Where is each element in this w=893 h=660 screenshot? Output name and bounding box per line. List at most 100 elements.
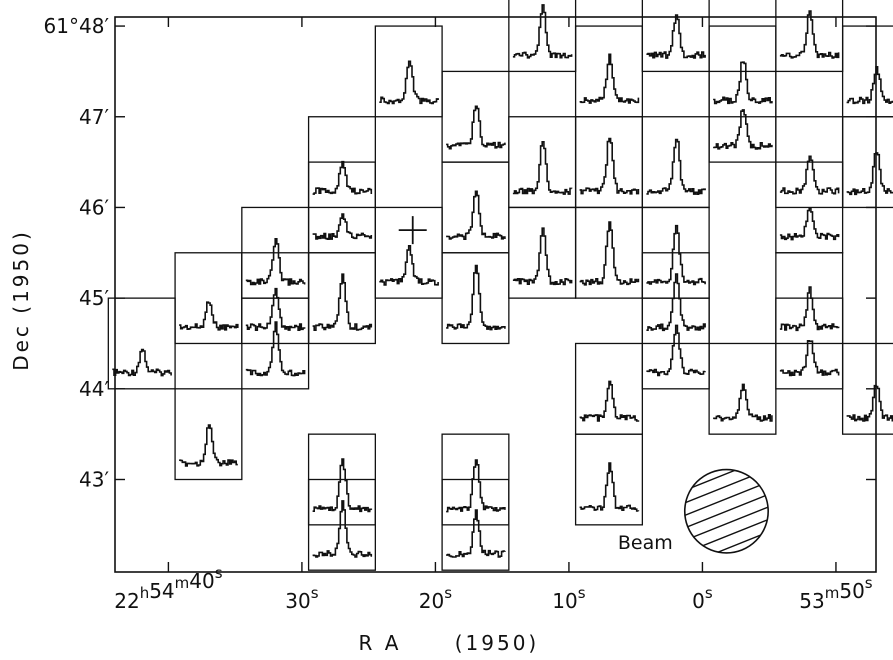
spectrum-line [512, 227, 573, 286]
spectrum-line [646, 224, 706, 286]
spectrum-line [579, 380, 640, 422]
tick-unit: h [140, 584, 150, 602]
y-tick-label: 47′ [79, 105, 109, 129]
spectrum-box [441, 70, 510, 163]
x-axis-epoch: (1950) [455, 631, 540, 655]
spectrum-cell [174, 388, 243, 481]
spectrum-cell [574, 116, 644, 209]
tick-unit: s [705, 584, 713, 602]
spectrum-cell [708, 342, 777, 435]
y-tick-label: 46′ [79, 195, 109, 219]
beam-label: Beam [618, 532, 673, 554]
spectrum-box [174, 388, 243, 481]
spectrum-cell [441, 70, 510, 163]
tick-value: 53 [799, 589, 824, 613]
spectrum-box [174, 252, 243, 345]
hatch-line [684, 548, 769, 553]
spectrum-box [307, 478, 376, 571]
spectrum-line [646, 138, 706, 195]
tick-value: 20 [419, 589, 444, 613]
spectrum-line [245, 287, 306, 332]
tick-value: 50 [839, 579, 864, 603]
hatch-line [684, 535, 769, 553]
spectrum-line [512, 141, 573, 195]
spectrum-line [779, 207, 840, 241]
spectrum-line [379, 60, 439, 105]
x-tick-label: 22h54m40s [114, 564, 223, 613]
x-axis-title: R A [359, 631, 402, 655]
spectrum-line [779, 286, 840, 332]
x-tick-label: 10s [552, 584, 585, 613]
spectrum-cell [574, 342, 644, 435]
spectrum-box [574, 25, 644, 118]
hatch-line [684, 469, 769, 500]
spectrum-line [379, 245, 439, 286]
spectrum-line [512, 4, 573, 59]
hatch-line [684, 469, 769, 475]
spectrum-line [112, 348, 172, 377]
tick-unit: s [311, 584, 319, 602]
spectrum-line [446, 509, 506, 558]
beam-circle [683, 468, 769, 554]
spectrum-cell [441, 252, 510, 345]
spectrum-cell [841, 116, 893, 209]
x-tick-label: 53m50s [799, 574, 873, 613]
spectrum-cell [574, 25, 644, 118]
spectrum-line [245, 321, 306, 377]
spectrum-cell [307, 478, 376, 571]
spectrum-box [307, 252, 376, 345]
hatch-line [684, 469, 769, 487]
spectrum-line [646, 324, 706, 377]
spectrum-cell [641, 116, 710, 209]
spectrum-line [312, 500, 373, 558]
spectrum-cell [508, 116, 577, 209]
hatch-line [684, 498, 769, 550]
spectrum-line [446, 459, 506, 513]
spectrum-line [579, 221, 640, 286]
beam-hatching [664, 469, 789, 611]
plot-frame [114, 16, 877, 573]
hatch-line [684, 510, 769, 553]
spectrum-box [441, 478, 510, 571]
spectrum-box [441, 161, 510, 254]
spectrum-line [245, 238, 306, 286]
spectrum-cell [508, 206, 577, 299]
spectrum-line [179, 424, 238, 467]
spectrum-line [312, 213, 373, 240]
spectrum-line [312, 273, 373, 332]
spectrum-line [779, 339, 840, 377]
hatch-line [664, 561, 789, 611]
spectrum-line [179, 301, 239, 331]
spectra-layer [107, 0, 893, 571]
tick-unit: s [215, 564, 223, 582]
spectrum-cell [574, 433, 644, 526]
x-tick-label: 0s [692, 584, 713, 613]
spectrum-cell [374, 25, 443, 118]
spectrum-cell [841, 342, 893, 435]
spectrum-box [641, 0, 710, 73]
spectrum-cell [641, 0, 710, 73]
spectrum-cell [174, 252, 243, 345]
spectrum-line [579, 137, 640, 195]
y-tick-label: 61°48′ [44, 14, 110, 38]
hatch-line [684, 523, 769, 553]
spectrum-line [846, 152, 893, 196]
y-axis-title: Dec (1950) [9, 229, 33, 371]
tick-unit: m [175, 574, 190, 592]
spectrum-cell [841, 25, 893, 118]
pointing-cross [398, 216, 427, 245]
tick-unit: s [865, 574, 873, 592]
spectrum-cell [307, 252, 376, 345]
tick-value: 40 [189, 569, 214, 593]
spectrum-line [713, 383, 773, 422]
spectrum-box [574, 433, 644, 526]
tick-value: 30 [285, 589, 310, 613]
x-tick-label: 20s [419, 584, 452, 613]
spectrum-line [846, 384, 893, 422]
spectrum-line [579, 462, 640, 512]
tick-value: 22 [114, 589, 139, 613]
spectrum-line [779, 155, 840, 195]
spectrum-cell [775, 0, 844, 73]
